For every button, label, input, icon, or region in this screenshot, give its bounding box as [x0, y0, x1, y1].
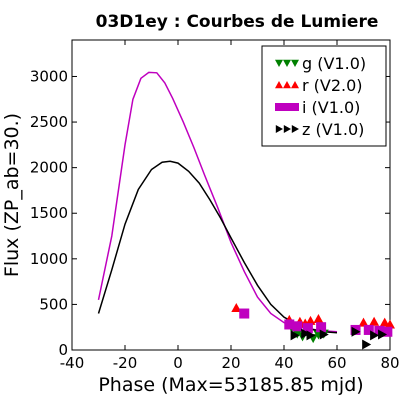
y-tick-label: 1000	[30, 250, 68, 268]
data-point-2-4	[316, 322, 327, 333]
data-point-2-3	[302, 323, 313, 334]
x-tick-label: -20	[113, 354, 138, 372]
y-tick-label: 0	[58, 341, 68, 359]
data-point-3-5	[362, 339, 372, 350]
x-tick-label: -40	[60, 354, 85, 372]
legend-marker	[291, 59, 299, 67]
data-point-2-8	[382, 326, 393, 337]
legend-marker	[283, 103, 291, 111]
legend-marker	[275, 125, 283, 133]
data-point-3-0	[290, 330, 300, 341]
legend-label: g (V1.0)	[302, 54, 366, 73]
data-point-1-4	[305, 315, 316, 325]
data-point-1-9	[385, 319, 395, 329]
legend-label: i (V1.0)	[302, 98, 360, 117]
x-axis-label: Phase (Max=53185.85 mjd)	[98, 374, 363, 396]
data-point-3-6	[370, 330, 380, 341]
legend-marker	[283, 125, 291, 133]
y-tick-label: 2500	[30, 113, 68, 131]
data-point-2-0	[239, 308, 250, 319]
data-points	[231, 303, 395, 350]
data-point-1-7	[369, 316, 380, 326]
data-point-3-7	[378, 329, 388, 340]
y-tick-label: 500	[39, 295, 68, 313]
y-tick-label: 2000	[30, 159, 68, 177]
data-point-3-3	[319, 329, 329, 340]
legend-marker	[275, 59, 283, 67]
data-point-1-0	[231, 303, 242, 313]
y-axis-label: Flux (ZP_ab=30.)	[1, 113, 23, 277]
x-tick-label: 20	[221, 354, 240, 372]
legend-marker	[275, 103, 283, 111]
legend-entries: g (V1.0) r (V2.0) i (V1.0) z (V1.0)	[275, 54, 366, 139]
legend: g (V1.0) r (V2.0) i (V1.0) z (V1.0)	[261, 45, 387, 147]
data-point-3-1	[301, 328, 311, 339]
y-tick-label: 3000	[30, 67, 68, 85]
data-point-1-5	[313, 314, 324, 323]
data-point-2-2	[292, 321, 303, 332]
x-tick-label: 60	[327, 354, 346, 372]
x-tick-label: 80	[380, 354, 399, 372]
legend-marker	[275, 81, 283, 89]
legend-label: r (V2.0)	[302, 76, 363, 95]
legend-marker	[291, 81, 299, 89]
data-point-3-2	[306, 330, 316, 341]
legend-marker	[291, 125, 299, 133]
legend-marker	[291, 103, 299, 111]
chart-title: 03D1ey : Courbes de Lumiere	[96, 12, 379, 32]
data-point-2-6	[363, 324, 374, 335]
legend-marker	[283, 81, 291, 89]
data-point-0-1	[292, 329, 303, 339]
axis-ticks: -40 -20 0 20 40 60 80 0 500 1000 1500 2000 2500 3000	[30, 40, 400, 372]
legend-label: z (V1.0)	[302, 120, 364, 139]
data-point-3-4	[351, 326, 361, 337]
legend-box	[261, 45, 387, 147]
data-point-1-8	[379, 317, 390, 327]
legend-marker	[283, 59, 291, 67]
data-point-2-1	[284, 319, 295, 330]
x-tick-label: 40	[274, 354, 293, 372]
y-tick-label: 1500	[30, 204, 68, 222]
data-point-1-6	[358, 317, 369, 327]
x-tick-label: 0	[173, 354, 183, 372]
